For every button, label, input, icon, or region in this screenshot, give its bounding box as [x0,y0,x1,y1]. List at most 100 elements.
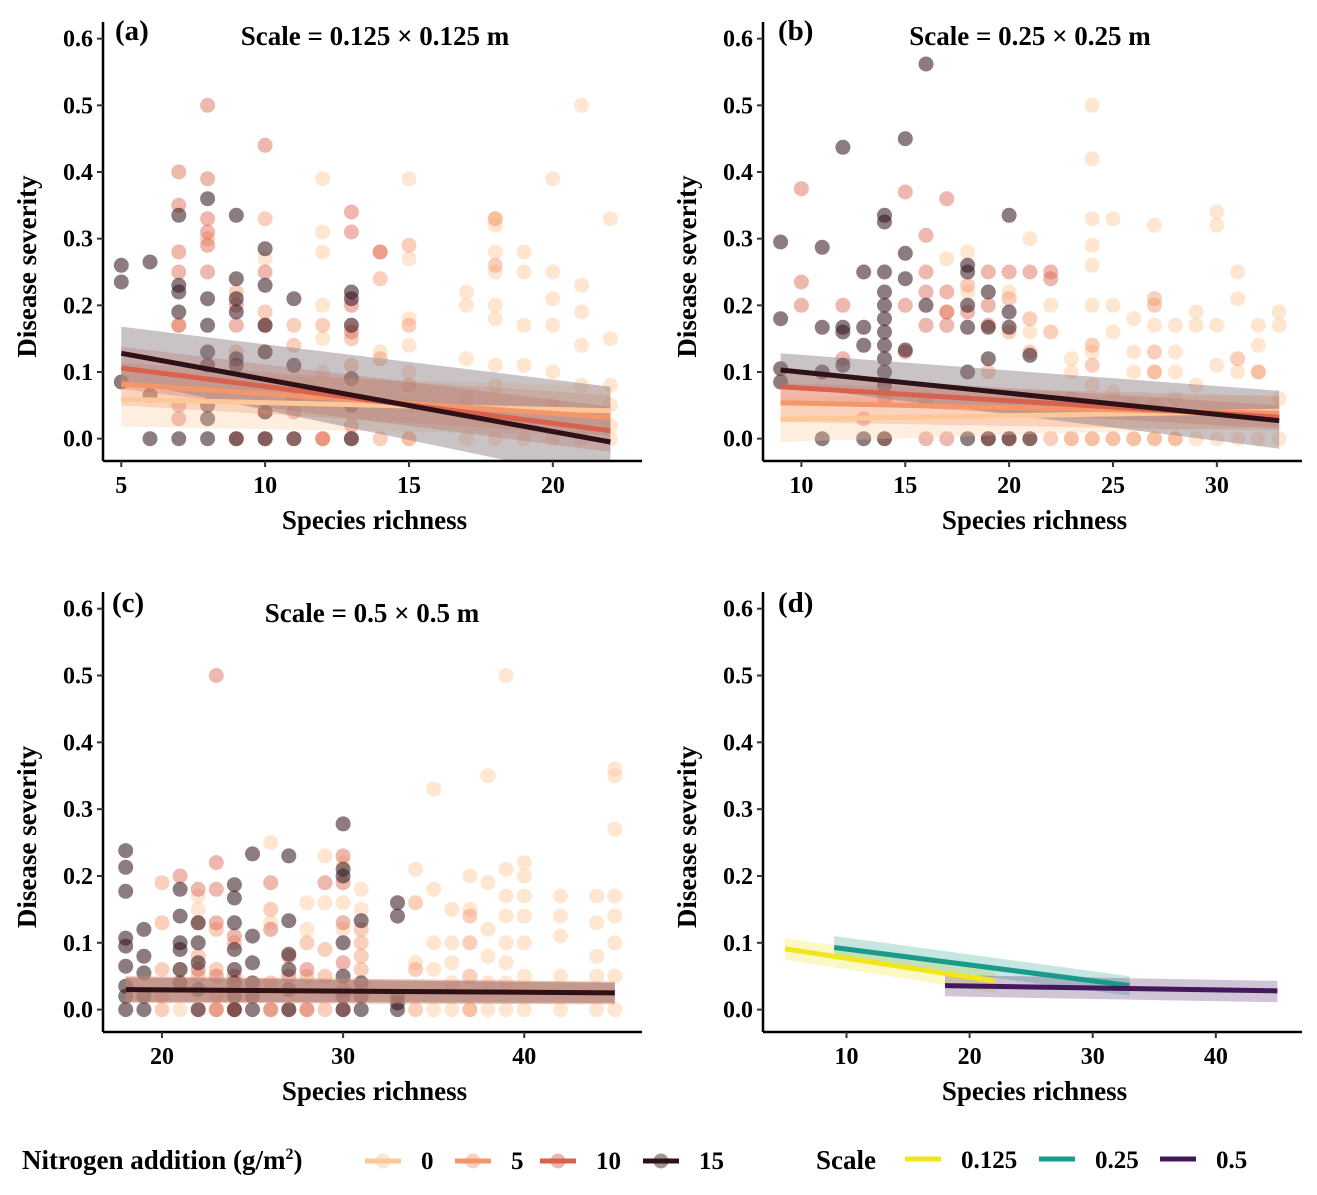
data-point [877,297,892,313]
data-point [401,337,417,353]
data-point [980,284,996,300]
data-point [1209,431,1225,447]
data-point [257,304,273,320]
data-point [980,297,996,313]
legend-scale-title: Scale [816,1145,876,1175]
data-point [1022,311,1038,327]
x-tick-label: 5 [115,473,127,499]
data-point [317,895,333,911]
series-10-points [793,181,1059,447]
data-point [897,297,913,313]
data-point [315,171,331,187]
data-point [172,962,188,977]
data-point [980,351,996,367]
data-point [1022,347,1038,363]
data-point [1043,264,1059,280]
series-0-points [939,97,1287,447]
data-point [553,888,568,904]
data-point [897,184,913,200]
data-point [444,955,460,971]
data-point [1167,431,1183,447]
data-point [200,411,216,427]
fit-line-0.25 [833,945,1130,989]
data-point [353,948,369,964]
data-point [545,317,561,333]
data-point [208,1002,224,1018]
data-point [299,968,315,984]
data-point [487,244,503,260]
data-point [315,364,331,380]
data-point [353,975,369,991]
data-point [136,988,152,1004]
data-point [1230,351,1246,367]
series-15-points [113,191,359,447]
y-tick-label: 0.2 [63,293,93,319]
data-point [1271,317,1287,333]
data-point [516,264,532,280]
data-point [315,331,331,347]
x-axis-label: Species richness [942,1076,1127,1106]
data-point [317,942,333,957]
data-point [444,975,460,991]
data-point [257,241,273,257]
fit-line-15 [780,367,1280,424]
data-point [897,245,913,261]
data-point [1105,431,1121,447]
data-point [1126,431,1142,447]
legend-key-point [550,1153,566,1169]
data-point [299,895,315,911]
data-point [545,171,561,187]
data-point [226,915,242,931]
data-point [200,211,216,227]
data-point [208,968,224,984]
data-point [1084,377,1100,393]
data-point [408,1002,424,1018]
data-point [372,431,388,447]
data-point [589,948,605,964]
panel-tag: (c) [112,587,144,619]
data-point [228,207,244,223]
data-point [154,988,170,1004]
data-point [1230,264,1246,280]
data-point [1271,431,1287,447]
x-axis-label: Species richness [942,505,1127,535]
data-point [918,264,934,280]
data-point [286,357,302,373]
data-point [1209,204,1225,220]
data-point [487,311,503,327]
data-point [487,211,503,227]
legend-label: 5 [511,1148,524,1175]
data-point [516,935,532,951]
y-tick-label: 0.6 [63,597,93,623]
data-point [353,1002,369,1018]
data-point [1022,264,1038,280]
legend-label: 0.5 [1216,1147,1247,1174]
data-point [408,861,424,877]
data-point [299,1002,315,1018]
data-point [408,962,424,977]
x-tick-label: 15 [893,473,917,499]
data-point [257,211,273,227]
data-point [1126,364,1142,380]
x-tick-label: 10 [789,473,813,499]
data-point [390,895,405,911]
x-axis-label: Species richness [282,505,467,535]
data-point [1063,431,1079,447]
data-point [299,962,315,977]
data-point [480,975,496,991]
data-point [263,875,279,891]
data-point [335,968,351,984]
y-tick-label: 0.5 [63,664,93,690]
data-point [299,935,315,951]
data-point [1167,431,1183,447]
data-point [516,431,532,447]
data-point [1022,431,1038,447]
panel-a: 0.0 0.1 0.2 0.3 0.4 0.5 0.6 5 10 15 20 Species rich… [12,15,642,535]
data-point [1084,211,1100,227]
legend-key-point [375,1153,391,1169]
data-point [200,224,216,240]
data-point [190,915,206,931]
data-point [228,431,244,447]
data-point [814,431,830,447]
legend-key-point [465,1153,481,1169]
